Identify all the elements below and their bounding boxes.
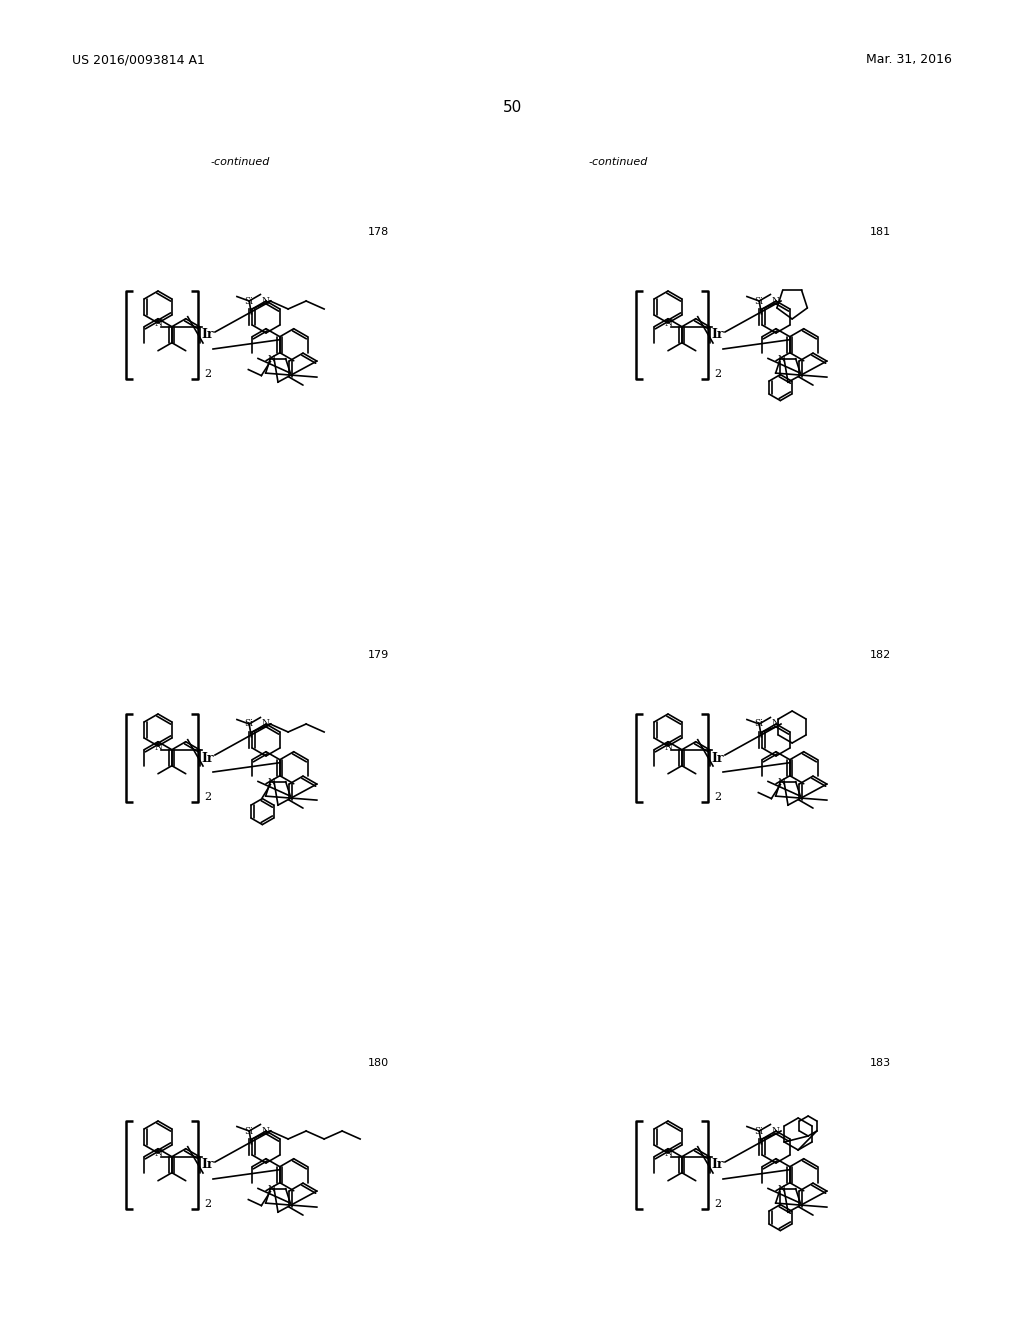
- Text: -continued: -continued: [589, 157, 648, 168]
- Text: N: N: [267, 355, 275, 364]
- Text: 2: 2: [715, 370, 722, 379]
- Text: 2: 2: [205, 370, 212, 379]
- Text: 180: 180: [368, 1059, 388, 1068]
- Text: Ir: Ir: [202, 1159, 214, 1172]
- Text: Si: Si: [755, 719, 764, 729]
- Text: -continued: -continued: [210, 157, 269, 168]
- Text: N: N: [664, 1150, 672, 1159]
- Text: 2: 2: [205, 1199, 212, 1209]
- Text: Si: Si: [245, 719, 254, 729]
- Text: 2: 2: [715, 1199, 722, 1209]
- Text: Si: Si: [755, 1126, 764, 1135]
- Text: N: N: [267, 1185, 275, 1195]
- Text: Si: Si: [245, 297, 254, 305]
- Text: 178: 178: [368, 227, 389, 238]
- Text: N: N: [267, 777, 275, 787]
- Text: Ir: Ir: [712, 751, 724, 764]
- Text: N: N: [154, 319, 162, 329]
- Text: 179: 179: [368, 649, 389, 660]
- Text: N: N: [771, 297, 779, 305]
- Text: 183: 183: [869, 1059, 891, 1068]
- Text: N: N: [261, 297, 269, 305]
- Text: 181: 181: [869, 227, 891, 238]
- Text: 2: 2: [715, 792, 722, 803]
- Text: N: N: [771, 1126, 779, 1135]
- Text: 182: 182: [869, 649, 891, 660]
- Text: N: N: [664, 319, 672, 329]
- Text: N: N: [261, 719, 269, 729]
- Text: 50: 50: [503, 100, 521, 116]
- Text: N: N: [777, 1185, 785, 1195]
- Text: Si: Si: [755, 297, 764, 305]
- Text: N: N: [261, 1126, 269, 1135]
- Text: Si: Si: [245, 1126, 254, 1135]
- Text: N: N: [154, 742, 162, 751]
- Text: Ir: Ir: [202, 329, 214, 342]
- Text: Ir: Ir: [202, 751, 214, 764]
- Text: 2: 2: [205, 792, 212, 803]
- Text: Ir: Ir: [712, 329, 724, 342]
- Text: Ir: Ir: [712, 1159, 724, 1172]
- Text: Mar. 31, 2016: Mar. 31, 2016: [866, 54, 952, 66]
- Text: N: N: [664, 742, 672, 751]
- Text: N: N: [154, 1150, 162, 1159]
- Text: N: N: [777, 777, 785, 787]
- Text: US 2016/0093814 A1: US 2016/0093814 A1: [72, 54, 205, 66]
- Text: N: N: [771, 719, 779, 729]
- Text: N: N: [777, 355, 785, 364]
